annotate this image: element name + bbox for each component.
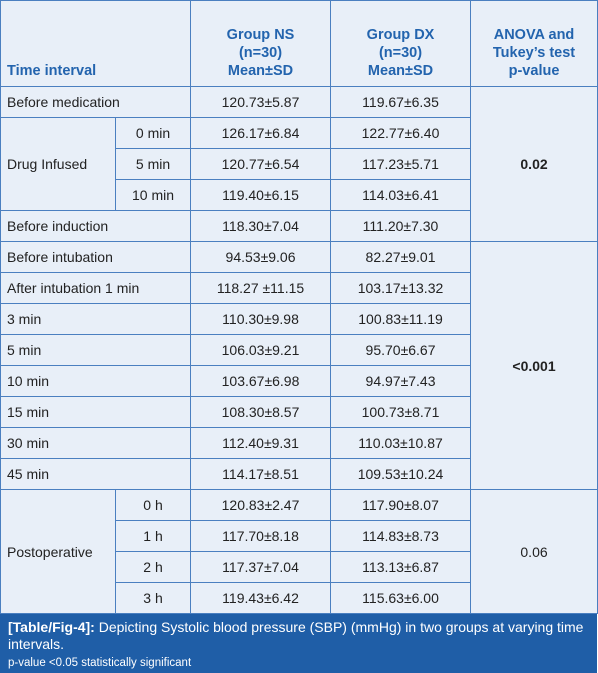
table-row: 1 h 117.70±8.18 114.83±8.73 [1, 520, 598, 552]
table-row: Drug Infused 0 min 126.17±6.84 122.77±6.40 [0, 117, 598, 211]
table-row: After intubation 1 min 118.27 ±11.15 103.1… [0, 272, 598, 304]
ns-value: 118.30±7.04 [190, 210, 332, 242]
ns-value: 106.03±9.21 [190, 334, 332, 366]
ns-value: 108.30±8.57 [190, 396, 332, 428]
table-row: Before induction 118.30±7.04 111.20±7.30 [0, 210, 598, 242]
interval-label: 15 min [0, 396, 192, 428]
interval-label: Before induction [0, 210, 192, 242]
caption: [Table/Fig-4]: Depicting Systolic blood … [0, 614, 597, 673]
ns-value: 119.43±6.42 [190, 582, 332, 614]
header-line: ANOVA and [493, 27, 575, 43]
caption-label: [Table/Fig-4]: [8, 619, 95, 635]
time-label: 1 h [114, 520, 192, 552]
dx-value: 119.67±6.35 [330, 86, 472, 118]
table-row: 15 min 108.30±8.57 100.73±8.71 [0, 396, 598, 428]
table-row: 5 min 120.77±6.54 117.23±5.71 [1, 148, 598, 180]
time-label: 10 min [114, 179, 192, 211]
table-row: 45 min 114.17±8.51 109.53±10.24 [0, 458, 598, 490]
ns-value: 103.67±6.98 [190, 365, 332, 397]
dx-value: 111.20±7.30 [330, 210, 472, 242]
data-table: Time interval Group NS (n=30) Mean±SD Group … [0, 0, 598, 614]
p-value: 0.06 [470, 489, 598, 614]
header-line: (n=30) [378, 45, 423, 61]
header-cell: ANOVA and Tukey’s test p-value [470, 0, 598, 87]
interval-label: 3 min [0, 303, 192, 335]
dx-value: 94.97±7.43 [330, 365, 472, 397]
caption-note: p-value <0.05 statistically significant [8, 657, 192, 669]
header-cell: Group NS (n=30) Mean±SD [190, 0, 332, 87]
dx-value: 115.63±6.00 [330, 582, 472, 614]
ns-value: 119.40±6.15 [190, 179, 332, 211]
header-line: Group NS [226, 27, 295, 43]
ns-value: 110.30±9.98 [190, 303, 332, 335]
dx-value: 110.03±10.87 [330, 427, 472, 459]
dx-value: 122.77±6.40 [330, 117, 472, 149]
p-value: 0.02 [470, 86, 598, 242]
header-row: Time interval Group NS (n=30) Mean±SD Group … [0, 0, 598, 87]
caption-text: Depicting Systolic blood pressure (SBP) … [8, 619, 584, 652]
header-line: Tukey’s test [492, 45, 576, 61]
dx-value: 100.73±8.71 [330, 396, 472, 428]
table-row: 5 min 106.03±9.21 95.70±6.67 [0, 334, 598, 366]
header-cell: Group DX (n=30) Mean±SD [330, 0, 472, 87]
table-body: Before medication 120.73±5.87 119.67±6.35 0… [0, 86, 598, 614]
table-row: Before medication 120.73±5.87 119.67±6.35 0… [0, 86, 598, 242]
dx-value: 114.03±6.41 [330, 179, 472, 211]
dx-value: 82.27±9.01 [330, 241, 472, 273]
ns-value: 120.77±6.54 [190, 148, 332, 180]
header-cell: Time interval [0, 0, 192, 87]
interval-label: 45 min [0, 458, 192, 490]
ns-value: 117.70±8.18 [190, 520, 332, 552]
table-row: 10 min 103.67±6.98 94.97±7.43 [0, 365, 598, 397]
header-line: p-value [508, 63, 560, 79]
ns-value: 94.53±9.06 [190, 241, 332, 273]
p-value: <0.001 [470, 241, 598, 490]
time-label: 0 min [114, 117, 192, 149]
dx-value: 114.83±8.73 [330, 520, 472, 552]
group-label: Postoperative [0, 489, 116, 614]
table-row: Before intubation 94.53±9.06 82.27±9.01 <0.… [0, 241, 598, 490]
dx-value: 117.23±5.71 [330, 148, 472, 180]
time-label: 3 h [114, 582, 192, 614]
header-line: Mean±SD [367, 63, 434, 79]
interval-label: 30 min [0, 427, 192, 459]
ns-value: 114.17±8.51 [190, 458, 332, 490]
dx-value: 95.70±6.67 [330, 334, 472, 366]
ns-value: 117.37±7.04 [190, 551, 332, 583]
header-line: (n=30) [238, 45, 283, 61]
time-label: 5 min [114, 148, 192, 180]
interval-label: Before medication [0, 86, 192, 118]
dx-value: 109.53±10.24 [330, 458, 472, 490]
header-line: Group DX [366, 27, 435, 43]
table-row: Postoperative 0 h 120.83±2.47 117.90±8.07 0.… [0, 489, 598, 614]
header-line: Time interval [7, 63, 97, 79]
ns-value: 118.27 ±11.15 [190, 272, 332, 304]
time-label: 0 h [114, 489, 192, 521]
ns-value: 126.17±6.84 [190, 117, 332, 149]
interval-label: Before intubation [0, 241, 192, 273]
interval-label: After intubation 1 min [0, 272, 192, 304]
dx-value: 117.90±8.07 [330, 489, 472, 521]
dx-value: 103.17±13.32 [330, 272, 472, 304]
table-row: 10 min 119.40±6.15 114.03±6.41 [1, 179, 598, 211]
ns-value: 120.73±5.87 [190, 86, 332, 118]
time-label: 2 h [114, 551, 192, 583]
ns-value: 112.40±9.31 [190, 427, 332, 459]
dx-value: 113.13±6.87 [330, 551, 472, 583]
table-row: 3 h 119.43±6.42 115.63±6.00 [1, 582, 598, 614]
interval-label: 5 min [0, 334, 192, 366]
table-row: 30 min 112.40±9.31 110.03±10.87 [0, 427, 598, 459]
group-label: Drug Infused [0, 117, 116, 211]
dx-value: 100.83±11.19 [330, 303, 472, 335]
interval-label: 10 min [0, 365, 192, 397]
header-line: Mean±SD [227, 63, 294, 79]
ns-value: 120.83±2.47 [190, 489, 332, 521]
